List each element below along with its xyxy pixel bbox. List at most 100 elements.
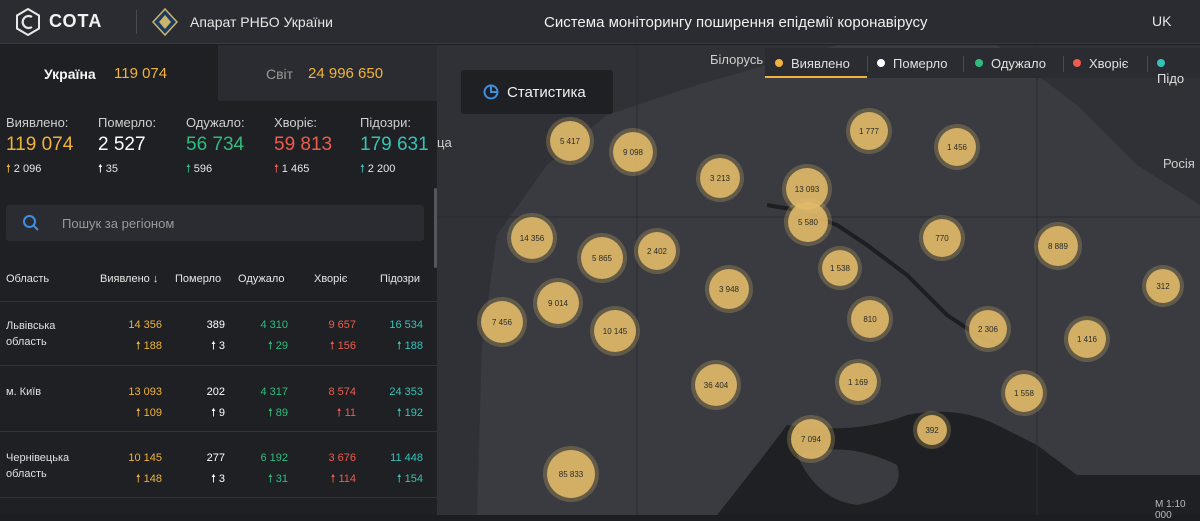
delta-value: 11: [344, 407, 356, 419]
statistics-button[interactable]: Статистика: [461, 70, 613, 114]
legend-detected[interactable]: Виявлено: [775, 56, 850, 71]
sota-logo-icon[interactable]: [14, 8, 42, 36]
cell-sick-delta: 🠕 156: [330, 337, 356, 356]
cell-recovered: 4 310: [260, 319, 288, 331]
col-sick[interactable]: Хворіє: [314, 273, 348, 285]
region-bubble[interactable]: 5 865: [581, 237, 623, 279]
sort-down-icon: ↓: [149, 273, 159, 285]
stat-suspected: Підозри: 179 631 🠕 2 200: [360, 115, 429, 179]
stat-label: Виявлено:: [6, 115, 69, 130]
region-bubble[interactable]: 8 889: [1038, 226, 1078, 266]
col-detected-label: Виявлено: [100, 273, 150, 285]
left-panel: Україна 119 074 Світ 24 996 650 Виявлено…: [0, 45, 437, 515]
arrow-up-icon: 🠕: [396, 340, 402, 352]
logo-text[interactable]: СОТА: [49, 11, 103, 31]
stat-detected: Виявлено: 119 074 🠕 2 096: [6, 115, 73, 179]
legend-sick[interactable]: Хворіє: [1073, 56, 1128, 71]
tab-world-value: 24 996 650: [308, 65, 384, 82]
tab-world[interactable]: Світ 24 996 650: [218, 45, 437, 101]
pie-chart-icon: [483, 84, 499, 100]
delta-value: 188: [404, 340, 423, 352]
arrow-up-icon: 🠕: [211, 340, 216, 352]
header-divider: [136, 10, 137, 34]
cell-sick-delta: 🠕 11: [337, 404, 356, 423]
region-bubble[interactable]: 3 948: [709, 269, 749, 309]
delta-value: 3: [218, 340, 225, 352]
region-bubble[interactable]: 36 404: [695, 364, 737, 406]
region-bubble[interactable]: 392: [917, 415, 947, 445]
legend-label: Одужало: [991, 56, 1046, 71]
stat-delta: 35: [105, 163, 119, 175]
legend-divider: [1147, 56, 1148, 72]
legend-suspected[interactable]: Підо: [1157, 56, 1200, 86]
region-bubble[interactable]: 7 094: [791, 419, 831, 459]
cell-suspected: 16 534: [389, 319, 423, 331]
region-bubble[interactable]: 1 558: [1005, 374, 1043, 412]
col-detected[interactable]: Виявлено ↓: [100, 273, 158, 285]
cell-sick: 8 574: [328, 386, 356, 398]
stat-label: Хворіє:: [274, 115, 318, 130]
stat-value: 56 734: [186, 134, 245, 155]
col-dead[interactable]: Померло: [175, 273, 222, 285]
cell-suspected-delta: 🠕 192: [397, 404, 423, 423]
cell-dead: 389: [206, 319, 225, 331]
delta-value: 109: [143, 407, 162, 419]
region-bubble[interactable]: 9 098: [613, 132, 653, 172]
region-bubble[interactable]: 770: [923, 219, 961, 257]
cell-dead-delta: 🠕 3: [211, 470, 225, 489]
region-bubble[interactable]: 5 580: [788, 202, 828, 242]
arrow-up-icon: 🠕: [211, 407, 216, 419]
search-input[interactable]: Пошук за регіоном: [62, 216, 175, 231]
cell-detected-delta: 🠕 188: [136, 337, 162, 356]
region-bubble[interactable]: 85 833: [547, 450, 595, 498]
region-bubble[interactable]: 1 777: [850, 112, 888, 150]
delta-value: 156: [337, 340, 356, 352]
region-bubble[interactable]: 2 306: [969, 310, 1007, 348]
region-bubble[interactable]: 9 014: [537, 282, 579, 324]
region-bubble[interactable]: 312: [1146, 269, 1180, 303]
tab-ukraine[interactable]: Україна 119 074: [0, 45, 218, 101]
region-bubble[interactable]: 5 417: [550, 121, 590, 161]
arrow-up-icon: 🠕: [267, 407, 273, 419]
col-region[interactable]: Область: [6, 273, 50, 285]
stat-recovered: Одужало: 56 734 🠕 596: [186, 115, 245, 179]
arrow-up-icon: 🠕: [135, 473, 141, 485]
arrow-up-icon: 🠕: [336, 407, 342, 419]
region-bubble[interactable]: 2 402: [638, 232, 676, 270]
legend-label: Виявлено: [791, 56, 850, 71]
legend-recovered[interactable]: Одужало: [975, 56, 1046, 71]
legend-dead[interactable]: Померло: [877, 56, 948, 71]
arrow-up-icon: 🠕: [6, 163, 11, 175]
cell-recovered: 4 317: [260, 386, 288, 398]
region-bubble[interactable]: 3 213: [700, 158, 740, 198]
arrow-up-icon: 🠕: [360, 163, 365, 175]
region-bubble[interactable]: 10 145: [594, 310, 636, 352]
search-icon[interactable]: [22, 214, 40, 232]
region-bubble[interactable]: 1 416: [1068, 320, 1106, 358]
dot-icon: [1073, 59, 1081, 67]
col-recovered[interactable]: Одужало: [238, 273, 285, 285]
language-switch[interactable]: UK: [1152, 13, 1172, 29]
cell-recovered-delta: 🠕 89: [268, 404, 288, 423]
legend-divider: [1063, 56, 1064, 72]
delta-value: 154: [404, 473, 423, 485]
region-bubble[interactable]: 810: [851, 300, 889, 338]
top-bar: СОТА Апарат РНБО України Система монітор…: [0, 0, 1200, 44]
scrollbar[interactable]: [434, 188, 437, 268]
stat-label: Одужало:: [186, 115, 245, 130]
col-suspected[interactable]: Підозри: [380, 273, 421, 285]
dot-icon: [877, 59, 885, 67]
arrow-up-icon: 🠕: [396, 473, 402, 485]
region-bubble[interactable]: 7 456: [481, 301, 523, 343]
tab-ukraine-value: 119 074: [114, 65, 168, 82]
legend-label: Померло: [893, 56, 948, 71]
region-bubble[interactable]: 1 456: [938, 128, 976, 166]
stat-delta: 2 200: [367, 163, 396, 175]
region-search[interactable]: Пошук за регіоном: [6, 205, 424, 241]
region-bubble[interactable]: 1 169: [839, 363, 877, 401]
cell-sick: 9 657: [328, 319, 356, 331]
region-bubble[interactable]: 1 538: [822, 250, 858, 286]
region-bubble[interactable]: 14 356: [511, 217, 553, 259]
row-divider: [0, 301, 437, 302]
org-name[interactable]: Апарат РНБО України: [190, 14, 333, 30]
